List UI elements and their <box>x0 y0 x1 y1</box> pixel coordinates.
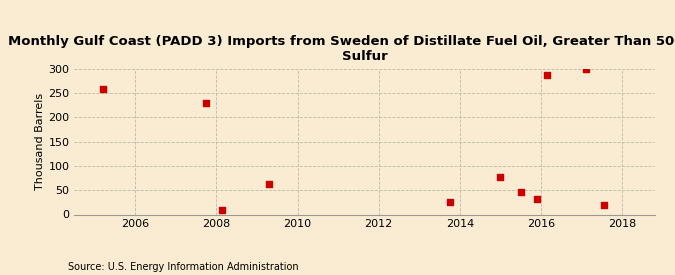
Point <box>516 190 526 194</box>
Y-axis label: Thousand Barrels: Thousand Barrels <box>36 93 45 190</box>
Point <box>264 182 275 186</box>
Point <box>97 87 108 91</box>
Point <box>200 101 211 105</box>
Point <box>495 175 506 179</box>
Text: Source: U.S. Energy Information Administration: Source: U.S. Energy Information Administ… <box>68 262 298 272</box>
Point <box>217 207 228 212</box>
Point <box>542 73 553 77</box>
Point <box>532 197 543 202</box>
Point <box>444 200 455 204</box>
Point <box>599 203 610 207</box>
Point <box>580 67 591 72</box>
Title: Monthly Gulf Coast (PADD 3) Imports from Sweden of Distillate Fuel Oil, Greater : Monthly Gulf Coast (PADD 3) Imports from… <box>8 35 675 64</box>
